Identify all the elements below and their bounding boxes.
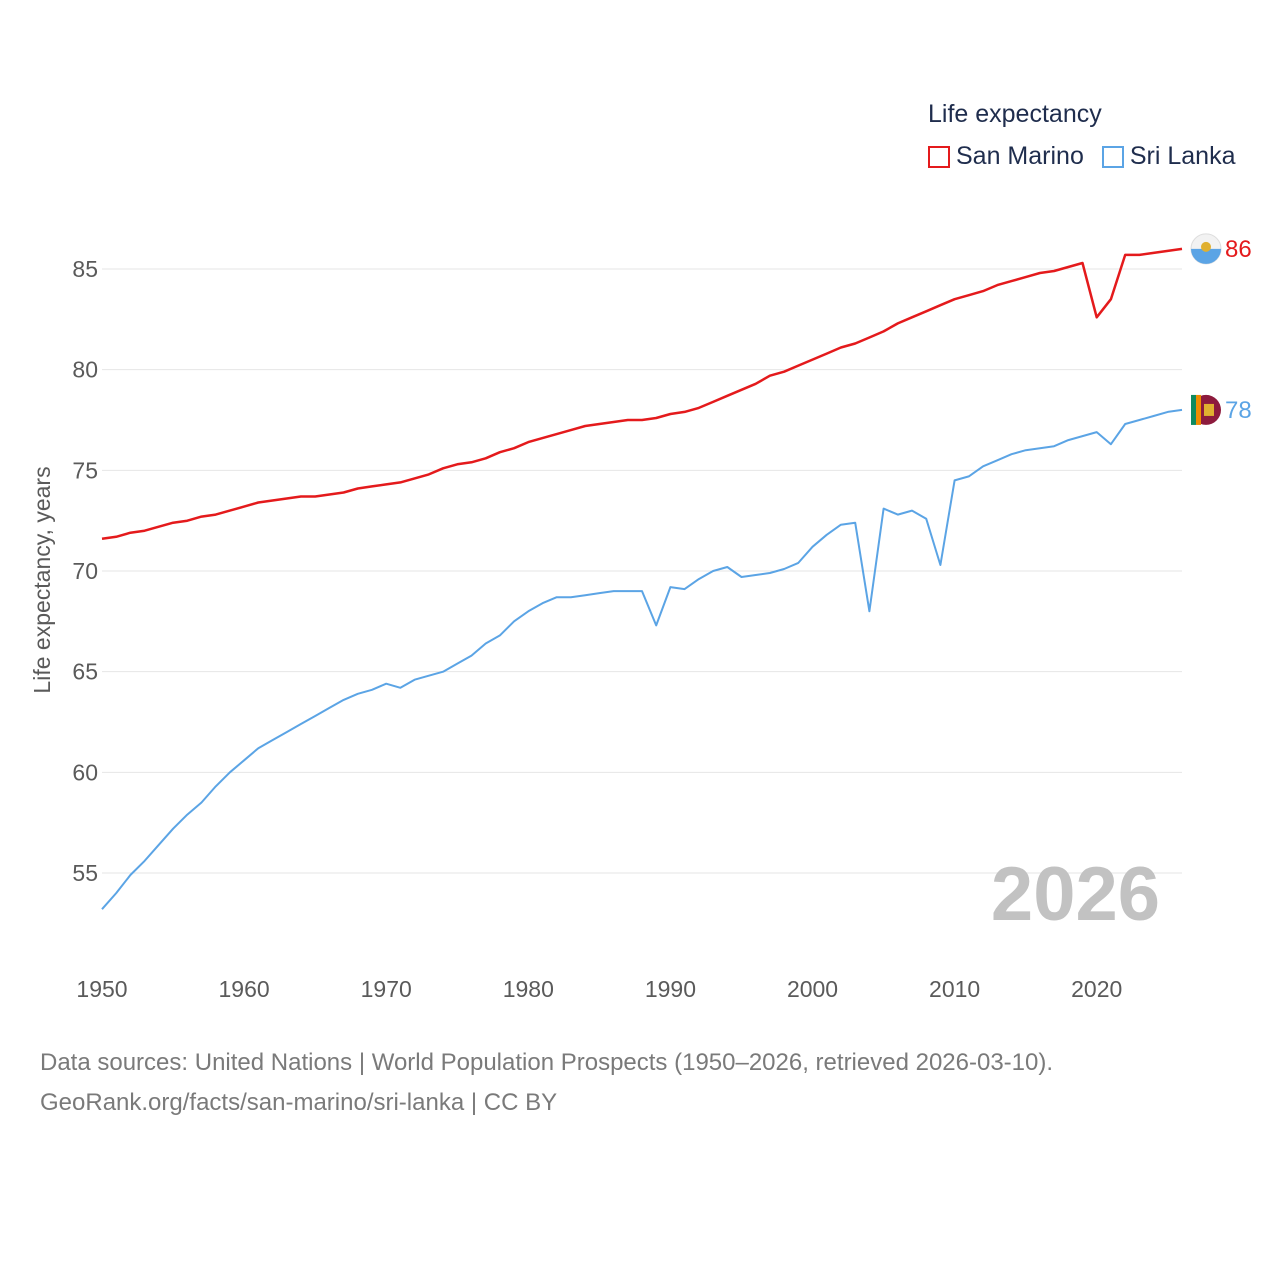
legend-swatch-san-marino — [928, 145, 950, 168]
y-tick-label: 70 — [72, 558, 98, 584]
x-axis-ticks: 1950 1960 1970 1980 1990 2000 2010 2020 — [76, 976, 1122, 1002]
x-tick-label: 1990 — [645, 976, 696, 1002]
grid — [102, 268, 1182, 874]
x-tick-label: 1960 — [219, 976, 270, 1002]
line-chart: 55 60 65 70 75 80 85 1950 1960 1970 1980 1990 2000 2… — [29, 233, 1252, 1002]
flag-sri-lanka-icon — [1191, 394, 1221, 425]
legend-swatch-sri-lanka — [1101, 145, 1124, 168]
y-tick-label: 85 — [72, 256, 98, 282]
legend-item-sri-lanka[interactable]: Sri Lanka — [1101, 142, 1236, 171]
y-axis-ticks: 55 60 65 70 75 80 85 — [72, 256, 98, 886]
y-tick-label: 75 — [72, 457, 98, 483]
end-label-san-marino: 86 — [1225, 236, 1252, 263]
sources-line-1: Data sources: United Nations | World Pop… — [40, 1049, 1054, 1076]
legend-label-san-marino: San Marino — [956, 142, 1084, 170]
y-tick-label: 60 — [72, 759, 98, 785]
data-sources: Data sources: United Nations | World Pop… — [40, 1043, 1053, 1123]
y-tick-label: 80 — [72, 357, 98, 383]
end-label-sri-lanka: 78 — [1225, 397, 1252, 424]
legend-item-san-marino[interactable]: San Marino — [928, 142, 1084, 171]
legend: San Marino Sri Lanka — [928, 142, 1253, 171]
end-markers: 86 78 — [1190, 233, 1252, 425]
series-line-sri-lanka[interactable] — [101, 408, 1183, 910]
legend-title: Life expectancy — [928, 100, 1102, 128]
y-tick-label: 55 — [72, 860, 98, 886]
x-tick-label: 2020 — [1071, 976, 1122, 1002]
x-tick-label: 2000 — [787, 976, 838, 1002]
year-watermark: 2026 — [991, 852, 1160, 937]
y-axis-label: Life expectancy, years — [29, 466, 55, 693]
x-tick-label: 2010 — [929, 976, 980, 1002]
x-tick-label: 1970 — [361, 976, 412, 1002]
x-tick-label: 1950 — [76, 976, 127, 1002]
flag-san-marino-icon — [1190, 233, 1222, 265]
series-line-san-marino[interactable] — [101, 247, 1183, 541]
legend-label-sri-lanka: Sri Lanka — [1129, 142, 1236, 170]
series-lines — [101, 247, 1183, 910]
sources-line-2[interactable]: GeoRank.org/facts/san-marino/sri-lanka |… — [40, 1089, 558, 1116]
x-tick-label: 1980 — [503, 976, 554, 1002]
y-tick-label: 65 — [72, 659, 98, 685]
